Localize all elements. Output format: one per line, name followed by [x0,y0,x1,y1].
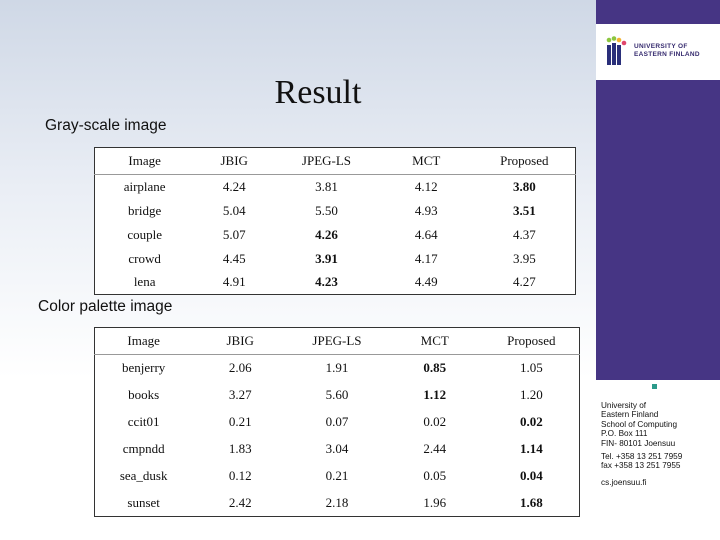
cell: 4.49 [414,274,438,290]
logo-line-1: UNIVERSITY OF [634,43,688,50]
column-header: Image [94,327,193,355]
cell: 4.37 [512,226,536,242]
column-header: JBIG [192,327,289,355]
cell: 4.17 [414,250,438,266]
cell: 1.68 [519,494,543,510]
cell: 3.04 [325,441,349,456]
cell: 4.45 [222,250,246,266]
column-header: JPEG-LS [274,147,379,175]
cell: 1.83 [228,441,252,456]
gray-scale-label: Gray-scale image [45,117,167,134]
cell: 0.02 [519,414,543,429]
cell: 4.91 [222,274,246,290]
cell: 0.07 [325,414,349,429]
cell: lena [133,274,156,290]
cell: 3.91 [315,250,338,266]
bullet-icon [652,384,657,389]
cell: 5.04 [222,202,246,218]
info-line: Eastern Finland [601,410,659,420]
cell: 0.85 [423,360,447,376]
cell: 4.23 [315,274,338,290]
cell: 0.02 [423,414,447,429]
info-line: fax +358 13 251 7955 [601,461,681,471]
cell: 3.95 [512,250,536,266]
cell: 1.91 [325,360,349,376]
color-palette-table: Image JBIG JPEG-LS MCT Proposed benjerry… [94,327,580,517]
cell: 0.05 [423,468,447,483]
table-row: books 3.27 5.60 1.12 1.20 [95,382,580,409]
info-line: School of Computing [601,419,678,429]
cell: 3.81 [315,178,338,194]
cell: benjerry [122,360,166,376]
column-header: Proposed [483,327,580,355]
column-header: Image [94,147,195,175]
cell: 0.21 [228,414,252,429]
cell: 2.44 [423,441,447,456]
cell: 1.20 [519,387,543,402]
cell: 4.12 [414,178,438,194]
column-header: JBIG [194,147,275,175]
info-line: Tel. +358 13 251 7959 [601,452,683,462]
cell: airplane [123,178,166,194]
contact-info-box: University of Eastern Finland School of … [596,380,720,540]
cell: 4.64 [414,226,438,242]
cell: books [128,387,160,402]
cell: 1.12 [423,387,447,402]
table-row: benjerry 2.06 1.91 0.85 1.05 [95,355,580,382]
table-row: bridge 5.04 5.50 4.93 3.51 [95,199,576,223]
cell: 4.27 [512,274,536,290]
column-header: JPEG-LS [288,327,386,355]
slide-title: Result [274,74,362,111]
info-line: FIN- 80101 Joensuu [601,438,676,448]
logo-line-2: EASTERN FINLAND [634,51,700,58]
info-line: cs.joensuu.fi [601,477,647,487]
table-row: crowd 4.45 3.91 4.17 3.95 [95,247,576,271]
table-row: lena 4.91 4.23 4.49 4.27 [95,271,576,295]
color-palette-label: Color palette image [38,298,173,315]
cell: cmpndd [122,441,165,456]
cell: 1.96 [423,494,447,510]
table-row: sea_dusk 0.12 0.21 0.05 0.04 [95,463,580,490]
cell: 3.80 [512,178,536,194]
cell: couple [127,226,162,242]
cell: 4.26 [315,226,338,242]
column-header: MCT [378,147,474,175]
university-logo: UNIVERSITY OF EASTERN FINLAND [596,24,720,80]
table-row: sunset 2.42 2.18 1.96 1.68 [95,490,580,517]
table-row: airplane 4.24 3.81 4.12 3.80 [95,175,576,199]
cell: 4.93 [414,202,438,218]
info-line: P.O. Box 111 [601,429,648,439]
info-line: University of [601,401,647,410]
cell: 0.21 [325,468,349,483]
column-header: Proposed [473,147,576,175]
contact-info: University of Eastern Finland School of … [601,401,682,487]
table-header-row: Image JBIG JPEG-LS MCT Proposed [94,147,576,175]
cell: 3.51 [512,202,536,218]
cell: ccit01 [127,414,160,429]
cell: 5.50 [315,202,338,218]
gray-scale-table: Image JBIG JPEG-LS MCT Proposed airplane… [94,147,576,295]
cell: 0.04 [519,468,543,483]
table-row: cmpndd 1.83 3.04 2.44 1.14 [95,436,580,463]
cell: 1.14 [519,441,543,456]
column-header: MCT [385,327,484,355]
cell: crowd [128,250,161,266]
table-header-row: Image JBIG JPEG-LS MCT Proposed [94,327,580,355]
table-row: couple 5.07 4.26 4.64 4.37 [95,223,576,247]
cell: 3.27 [228,387,252,402]
table-row: ccit01 0.21 0.07 0.02 0.02 [95,409,580,436]
cell: bridge [128,202,162,218]
cell: sea_dusk [119,468,168,483]
cell: 4.24 [222,178,246,194]
university-emblem-icon [606,36,627,65]
cell: 2.42 [228,494,252,510]
cell: 2.18 [325,494,349,510]
cell: 2.06 [228,360,252,376]
cell: 1.05 [519,360,543,376]
cell: 5.07 [222,226,246,242]
cell: 5.60 [325,387,349,402]
cell: sunset [127,494,160,510]
cell: 0.12 [228,468,252,483]
